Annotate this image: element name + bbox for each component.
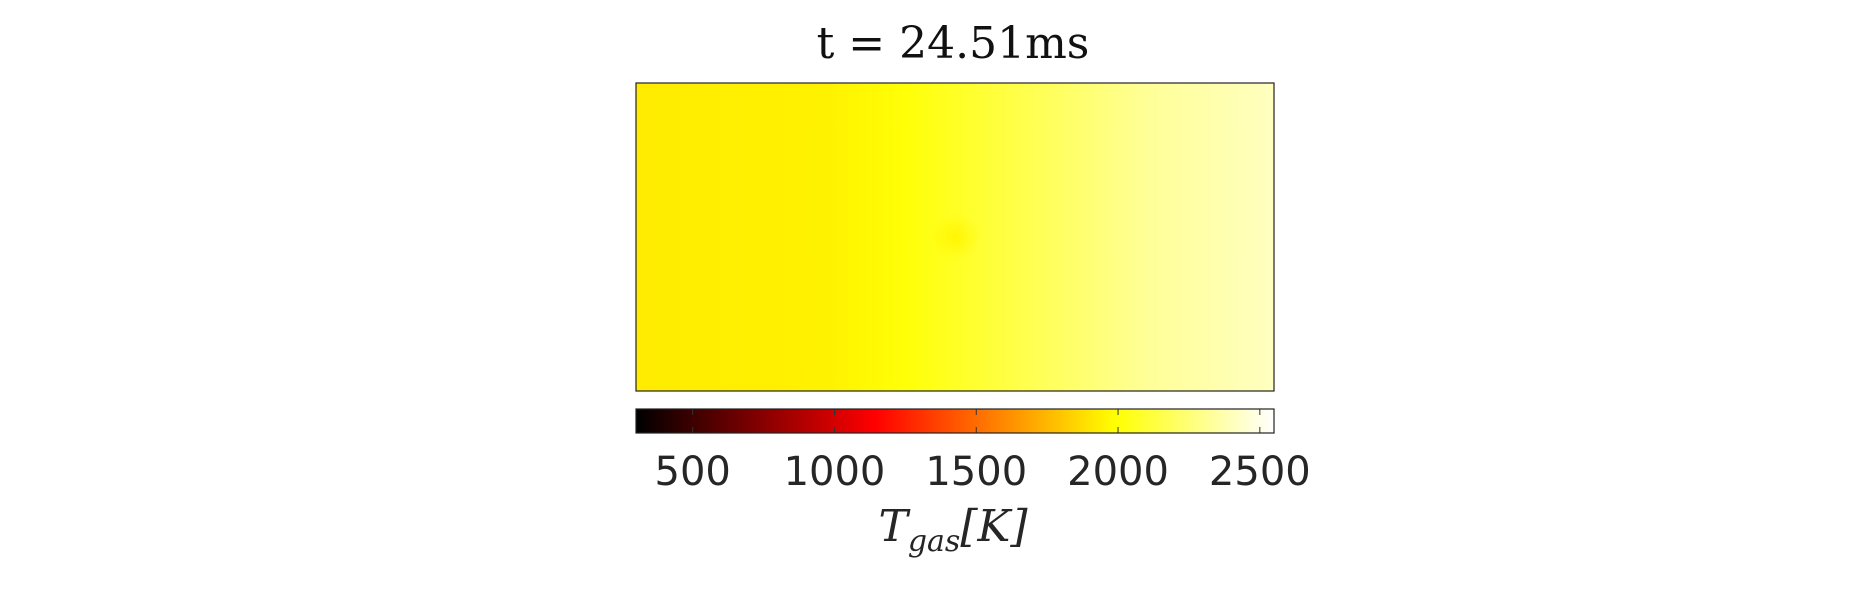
colorbar-label: Tgas[K] bbox=[878, 501, 1028, 559]
heatmap-plot bbox=[635, 82, 1275, 392]
colorbar-tick-label: 2000 bbox=[1067, 449, 1169, 495]
heatmap-hot-spot bbox=[929, 213, 981, 261]
chart-title: t = 24.51ms bbox=[817, 18, 1090, 69]
colorbar-label-unit: [K] bbox=[960, 501, 1028, 552]
colorbar-frame bbox=[635, 408, 1275, 434]
colorbar-tick-labels: 500 1000 1500 2000 2500 bbox=[655, 449, 1311, 495]
colorbar: 500 1000 1500 2000 2500 Tgas[K] bbox=[635, 408, 1311, 559]
colorbar-tick-label: 2500 bbox=[1209, 449, 1311, 495]
colorbar-tick-label: 500 bbox=[655, 449, 731, 495]
colorbar-strip bbox=[636, 409, 1274, 433]
colorbar-label-main: T bbox=[878, 501, 911, 552]
colorbar-tick-label: 1000 bbox=[784, 449, 886, 495]
colorbar-label-sub: gas bbox=[908, 524, 961, 559]
colorbar-tick-label: 1500 bbox=[925, 449, 1027, 495]
plot-frame bbox=[635, 82, 1275, 392]
colorbar-ticks bbox=[692, 409, 1261, 433]
